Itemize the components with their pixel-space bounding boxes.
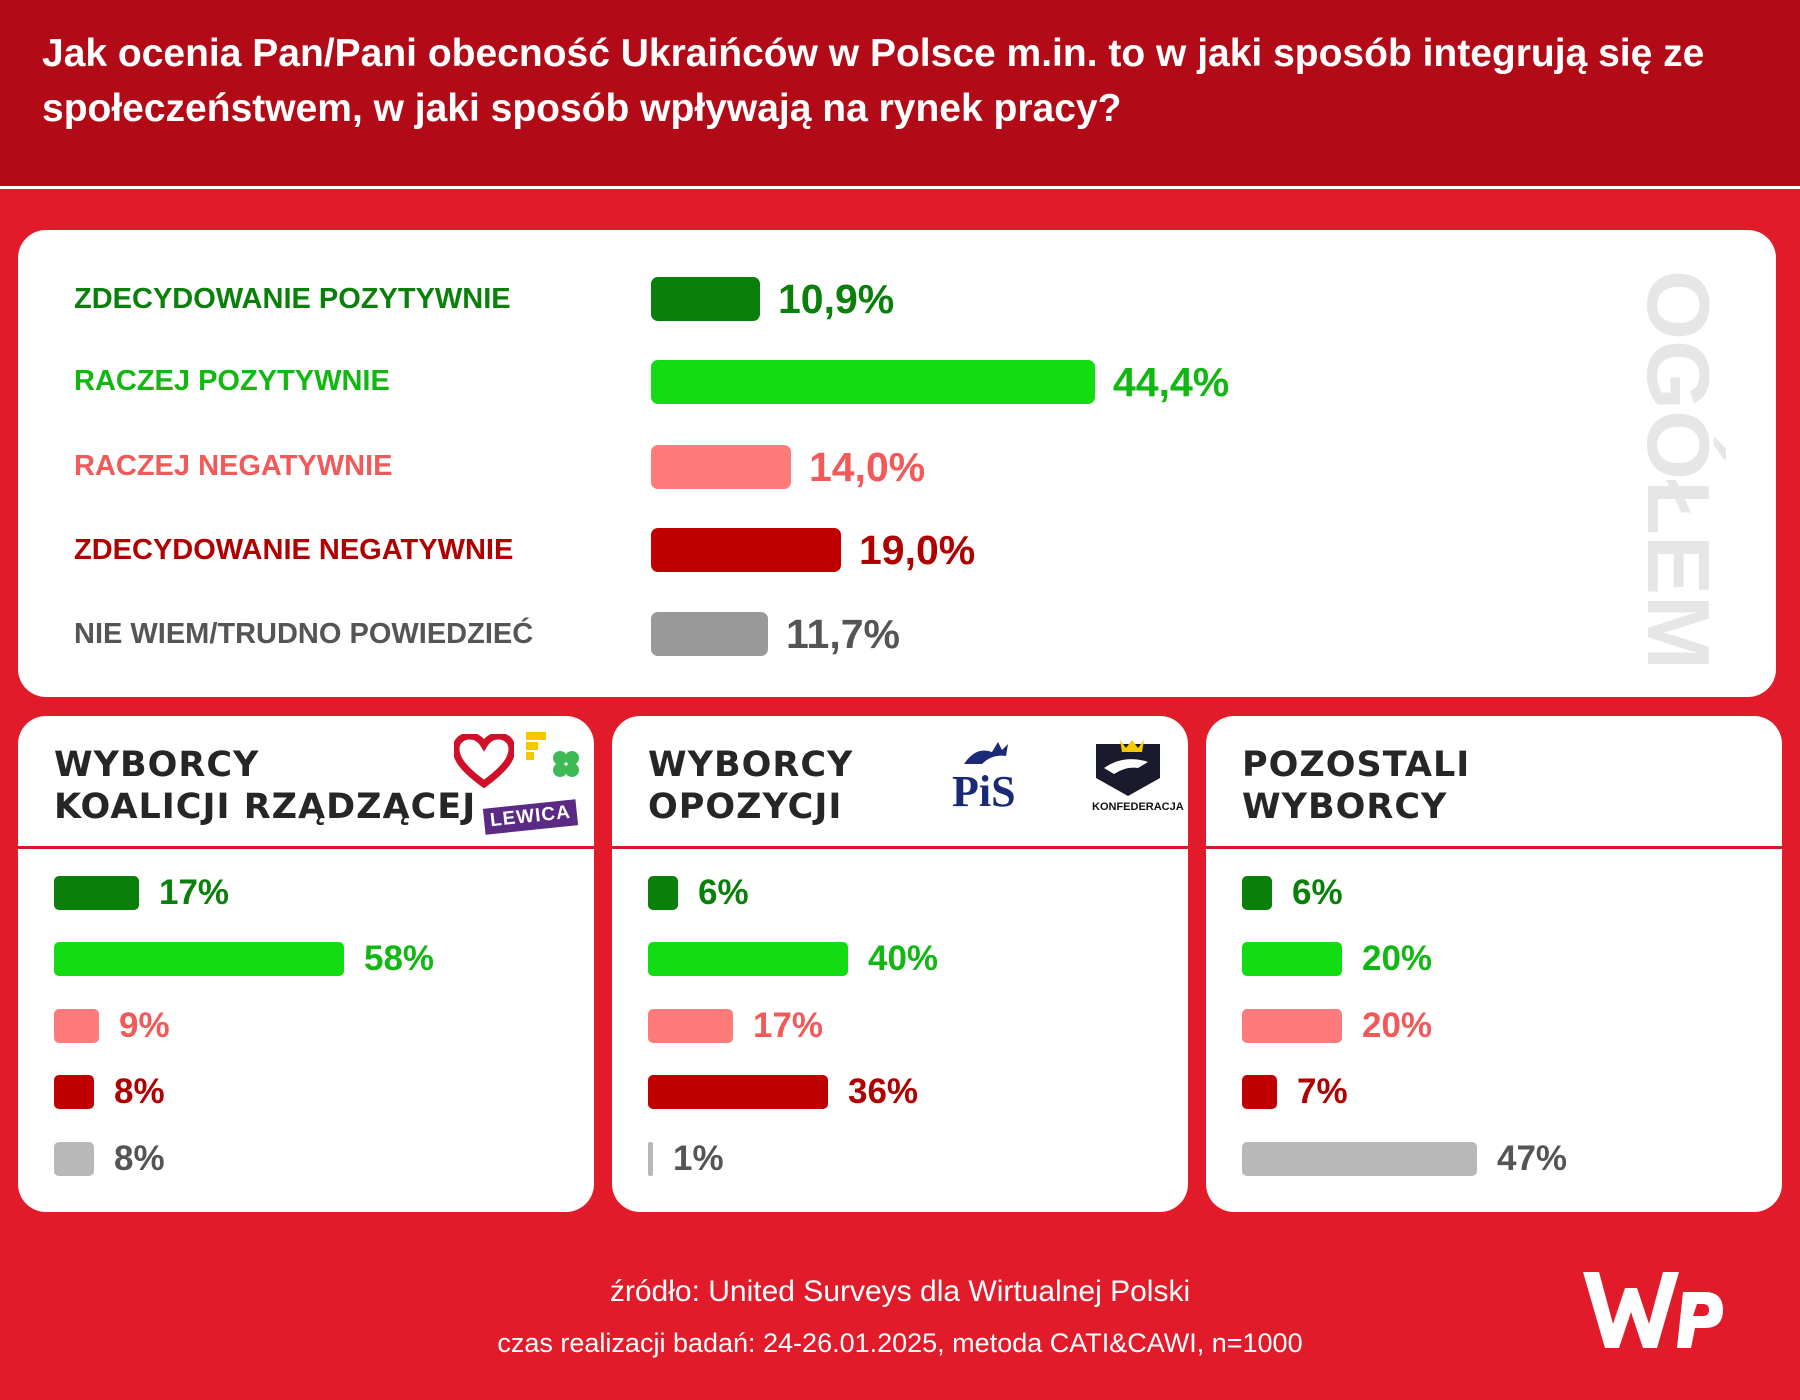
overall-side-label: OGÓŁEM xyxy=(1618,270,1728,670)
card-divider xyxy=(1206,846,1782,849)
overall-chart-card: ZDECYDOWANIE POZYTYWNIE RACZEJ POZYTYWNI… xyxy=(18,230,1776,697)
category-label-2: RACZEJ NEGATYWNIE xyxy=(74,450,393,482)
chart-3-bar-1 xyxy=(1242,942,1342,976)
page-title: Jak ocenia Pan/Pani obecność Ukraińców w… xyxy=(42,32,1705,130)
chart-3-value-label-3: 7% xyxy=(1297,1072,1348,1111)
overall-side-label-text: OGÓŁEM xyxy=(1629,270,1728,670)
coalition-title-line-1: WYBORCY xyxy=(54,745,260,785)
chart-3-value-label-2: 20% xyxy=(1362,1006,1433,1045)
method-note: czas realizacji badań: 24-26.01.2025, me… xyxy=(497,1328,1303,1358)
coalition-logos: LEWICA xyxy=(454,728,584,838)
other-title-line-1: POZOSTALI xyxy=(1242,745,1471,785)
overall-value-label-3: 19,0% xyxy=(859,527,976,573)
konfederacja-emblem-icon xyxy=(1096,740,1160,796)
category-label-0: ZDECYDOWANIE POZYTYWNIE xyxy=(74,283,511,315)
opposition-voters-title: WYBORCY OPOZYCJI xyxy=(648,744,853,828)
chart-3-bar-2 xyxy=(1242,1009,1342,1043)
overall-value-label-4: 11,7% xyxy=(786,611,900,657)
opposition-logos: PiS KONFEDERACJA xyxy=(942,738,1184,838)
chart-2-bar-1 xyxy=(648,942,848,976)
wp-logo xyxy=(1583,1272,1723,1348)
header-band: Jak ocenia Pan/Pani obecność Ukraińców w… xyxy=(0,0,1800,189)
konfederacja-logo: KONFEDERACJA xyxy=(1092,801,1184,813)
opposition-voters-card: WYBORCY OPOZYCJI PiS KONFEDERACJA 6% 40% 1… xyxy=(612,716,1188,1212)
other-voters-card: POZOSTALI WYBORCY 6% 20% 20% 7% 47% xyxy=(1206,716,1782,1212)
chart-1-value-label-1: 58% xyxy=(364,939,435,978)
category-label-1: RACZEJ POZYTYWNIE xyxy=(74,365,390,397)
chart-2-value-label-2: 17% xyxy=(753,1006,824,1045)
category-label-4: NIE WIEM/TRUDNO POWIEDZIEĆ xyxy=(74,618,534,650)
chart-3-value-label-0: 6% xyxy=(1292,873,1343,912)
chart-1-value-label-4: 8% xyxy=(114,1139,165,1178)
overall-bar-4 xyxy=(651,612,768,656)
chart-1-value-label-2: 9% xyxy=(119,1006,170,1045)
chart-1-bar-0 xyxy=(54,876,139,910)
chart-2-bar-0 xyxy=(648,876,678,910)
overall-value-label-1: 44,4% xyxy=(1113,359,1230,405)
coalition-voters-title: WYBORCY KOALICJI RZĄDZĄCEJ xyxy=(54,744,476,828)
chart-1-bar-3 xyxy=(54,1075,94,1109)
pis-logo: PiS xyxy=(952,767,1016,816)
chart-2-value-label-0: 6% xyxy=(698,873,749,912)
chart-2-value-label-1: 40% xyxy=(868,939,939,978)
opposition-title-line-1: WYBORCY xyxy=(648,745,854,785)
chart-3-bar-4 xyxy=(1242,1142,1477,1176)
card-divider xyxy=(612,846,1188,849)
overall-bar-3 xyxy=(651,528,841,572)
coalition-voters-card: WYBORCY KOALICJI RZĄDZĄCEJ LEWICA 17% 58%… xyxy=(18,716,594,1212)
other-voters-title: POZOSTALI WYBORCY xyxy=(1242,744,1470,828)
lewica-logo: LEWICA xyxy=(482,799,579,835)
chart-3-value-label-4: 47% xyxy=(1497,1139,1568,1178)
chart-1-bar-2 xyxy=(54,1009,99,1043)
chart-3-bar-0 xyxy=(1242,876,1272,910)
chart-3-bar-3 xyxy=(1242,1075,1277,1109)
chart-2-bar-4 xyxy=(648,1142,653,1176)
other-title-line-2: WYBORCY xyxy=(1242,787,1448,827)
overall-value-label-0: 10,9% xyxy=(778,276,895,322)
card-divider xyxy=(18,846,594,849)
heart-icon xyxy=(454,734,514,788)
trzecia-droga-logo xyxy=(526,732,579,777)
chart-1-bar-4 xyxy=(54,1142,94,1176)
source-note: źródło: United Surveys dla Wirtualnej Po… xyxy=(609,1275,1191,1308)
chart-1-value-label-3: 8% xyxy=(114,1072,165,1111)
chart-1-bar-1 xyxy=(54,942,344,976)
chart-2-bar-3 xyxy=(648,1075,828,1109)
chart-2-value-label-4: 1% xyxy=(673,1139,724,1178)
overall-bar-0 xyxy=(651,277,760,321)
opposition-title-line-2: OPOZYCJI xyxy=(648,787,843,827)
pis-eagle-icon xyxy=(964,742,1008,764)
overall-bar-2 xyxy=(651,445,791,489)
chart-3-value-label-1: 20% xyxy=(1362,939,1433,978)
chart-2-bar-2 xyxy=(648,1009,733,1043)
chart-1-value-label-0: 17% xyxy=(159,873,230,912)
overall-value-label-2: 14,0% xyxy=(809,444,926,490)
category-label-3: ZDECYDOWANIE NEGATYWNIE xyxy=(74,534,514,566)
chart-2-value-label-3: 36% xyxy=(848,1072,919,1111)
overall-bar-1 xyxy=(651,360,1095,404)
coalition-title-line-2: KOALICJI RZĄDZĄCEJ xyxy=(54,787,477,827)
